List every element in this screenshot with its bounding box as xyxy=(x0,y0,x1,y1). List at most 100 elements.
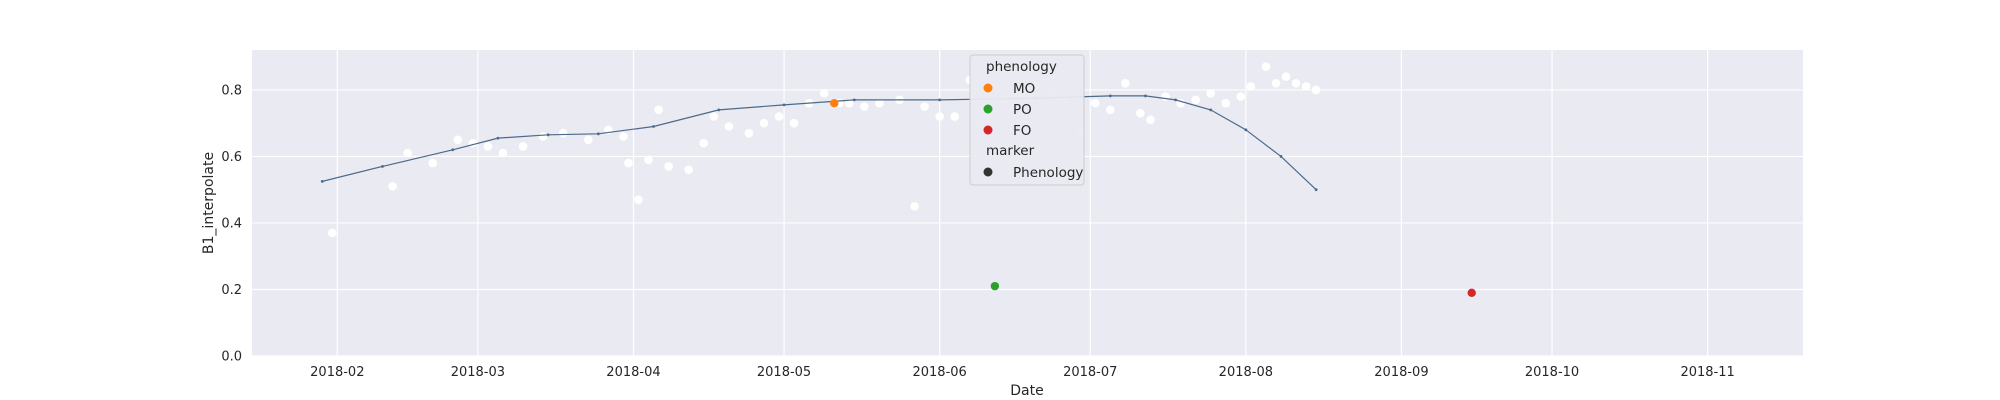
y-tick-label: 0.2 xyxy=(221,283,242,298)
raw-observation-point xyxy=(1261,62,1271,71)
raw-observation-point xyxy=(774,112,784,121)
raw-observation-point xyxy=(684,165,693,175)
legend-mo-label: MO xyxy=(1013,81,1035,97)
raw-observation-point xyxy=(724,122,734,131)
raw-observation-point xyxy=(1146,115,1155,125)
x-tick-label: 2018-03 xyxy=(451,365,505,380)
legend-fo-label: FO xyxy=(1013,123,1031,139)
y-tick-label: 0.8 xyxy=(221,83,242,98)
raw-observation-point xyxy=(789,118,799,128)
raw-observation-point xyxy=(644,155,653,165)
legend: phenology MO PO FO marker Phenology xyxy=(969,54,1085,186)
raw-observation-point xyxy=(935,112,944,121)
x-tick-label: 2018-05 xyxy=(757,365,811,380)
interpolated-point xyxy=(381,165,384,168)
phenology-markers xyxy=(830,99,1476,298)
raw-observation-point xyxy=(1246,82,1256,91)
raw-observation-point xyxy=(950,112,960,121)
legend-po-label: PO xyxy=(1013,102,1032,118)
legend-marker-title: marker xyxy=(986,143,1035,159)
interpolated-point xyxy=(320,179,324,183)
interpolated-point xyxy=(652,125,655,128)
raw-observation-point xyxy=(910,202,919,211)
raw-observation-point xyxy=(654,105,663,115)
interpolated-point xyxy=(496,136,500,140)
raw-observation-point xyxy=(875,98,884,108)
raw-observation-point xyxy=(1136,108,1145,118)
legend-box xyxy=(969,54,1085,186)
interpolated-point xyxy=(938,98,942,102)
legend-hue-title: phenology xyxy=(986,59,1057,75)
raw-observation-point xyxy=(699,138,709,148)
tick-labels: 2018-02 2018-03 2018-04 2018-05 2018-06 2018-… xyxy=(221,83,1734,380)
x-tick-label: 2018-10 xyxy=(1525,365,1579,380)
raw-observation-point xyxy=(388,182,397,191)
interpolated-point xyxy=(1314,188,1318,192)
y-tick-label: 0.6 xyxy=(221,150,242,165)
raw-observation-point xyxy=(1206,88,1216,98)
raw-observation-point xyxy=(483,142,493,151)
y-axis-label: B1_interpolate xyxy=(201,152,217,254)
phenology-point-fo xyxy=(1467,288,1476,298)
interpolated-point xyxy=(852,98,856,102)
raw-observation-point xyxy=(744,128,754,138)
raw-observation-point xyxy=(453,135,463,145)
legend-fo-marker xyxy=(983,125,993,135)
raw-observation-point xyxy=(1106,105,1115,115)
raw-observation-point xyxy=(1236,92,1246,101)
legend-phenology-marker xyxy=(983,167,993,177)
raw-observation-point xyxy=(538,132,548,141)
x-tick-label: 2018-08 xyxy=(1219,365,1273,380)
raw-observation-point xyxy=(1121,78,1130,88)
raw-observation-point xyxy=(709,112,719,121)
raw-observation-point xyxy=(328,228,337,238)
x-tick-label: 2018-06 xyxy=(912,365,966,380)
phenology-point-mo xyxy=(830,99,839,108)
raw-observation-point xyxy=(1191,95,1200,105)
interpolated-point xyxy=(1209,108,1213,112)
raw-observation-point xyxy=(1161,92,1170,101)
legend-po-marker xyxy=(983,104,993,114)
interpolated-curve xyxy=(320,94,1318,192)
raw-observation-point xyxy=(860,102,869,111)
x-tick-label: 2018-02 xyxy=(310,365,364,380)
raw-observation-point xyxy=(558,128,568,138)
phenology-point-po xyxy=(990,281,1000,291)
raw-observation-point xyxy=(664,162,673,171)
raw-observation-point xyxy=(634,195,643,204)
x-axis-label: Date xyxy=(1010,383,1043,399)
raw-observation-point xyxy=(428,158,437,168)
raw-observation-point xyxy=(1090,98,1100,108)
x-tick-label: 2018-09 xyxy=(1374,365,1428,380)
interpolated-point xyxy=(1174,98,1177,102)
raw-observation-point xyxy=(819,88,829,98)
interpolated-point xyxy=(1144,94,1147,98)
y-tick-label: 0.0 xyxy=(221,350,242,365)
interpolated-point xyxy=(782,103,786,107)
raw-observation-point xyxy=(845,98,854,108)
raw-observation-point xyxy=(518,142,528,151)
raw-observation-point xyxy=(1281,72,1291,81)
raw-observation-point xyxy=(1311,85,1321,95)
raw-observation-point xyxy=(759,118,769,128)
interpolated-point xyxy=(451,148,455,152)
raw-observation-point xyxy=(920,102,929,111)
legend-mo-marker xyxy=(983,83,993,93)
interpolated-point xyxy=(596,132,600,136)
interpolated-point xyxy=(1279,155,1283,158)
raw-observation-point xyxy=(624,158,633,168)
raw-observation-point xyxy=(619,132,628,141)
x-tick-label: 2018-07 xyxy=(1063,365,1117,380)
raw-observation-point xyxy=(1301,82,1311,91)
interpolated-point xyxy=(1244,128,1248,132)
legend-phenology-label: Phenology xyxy=(1013,165,1083,181)
raw-observation-point xyxy=(1291,78,1301,88)
raw-observation-point xyxy=(403,148,412,158)
x-tick-label: 2018-04 xyxy=(606,365,660,380)
raw-observation-point xyxy=(1221,98,1231,108)
x-tick-label: 2018-11 xyxy=(1680,365,1734,380)
raw-observation-point xyxy=(1271,78,1281,88)
raw-observation-point xyxy=(584,135,593,145)
